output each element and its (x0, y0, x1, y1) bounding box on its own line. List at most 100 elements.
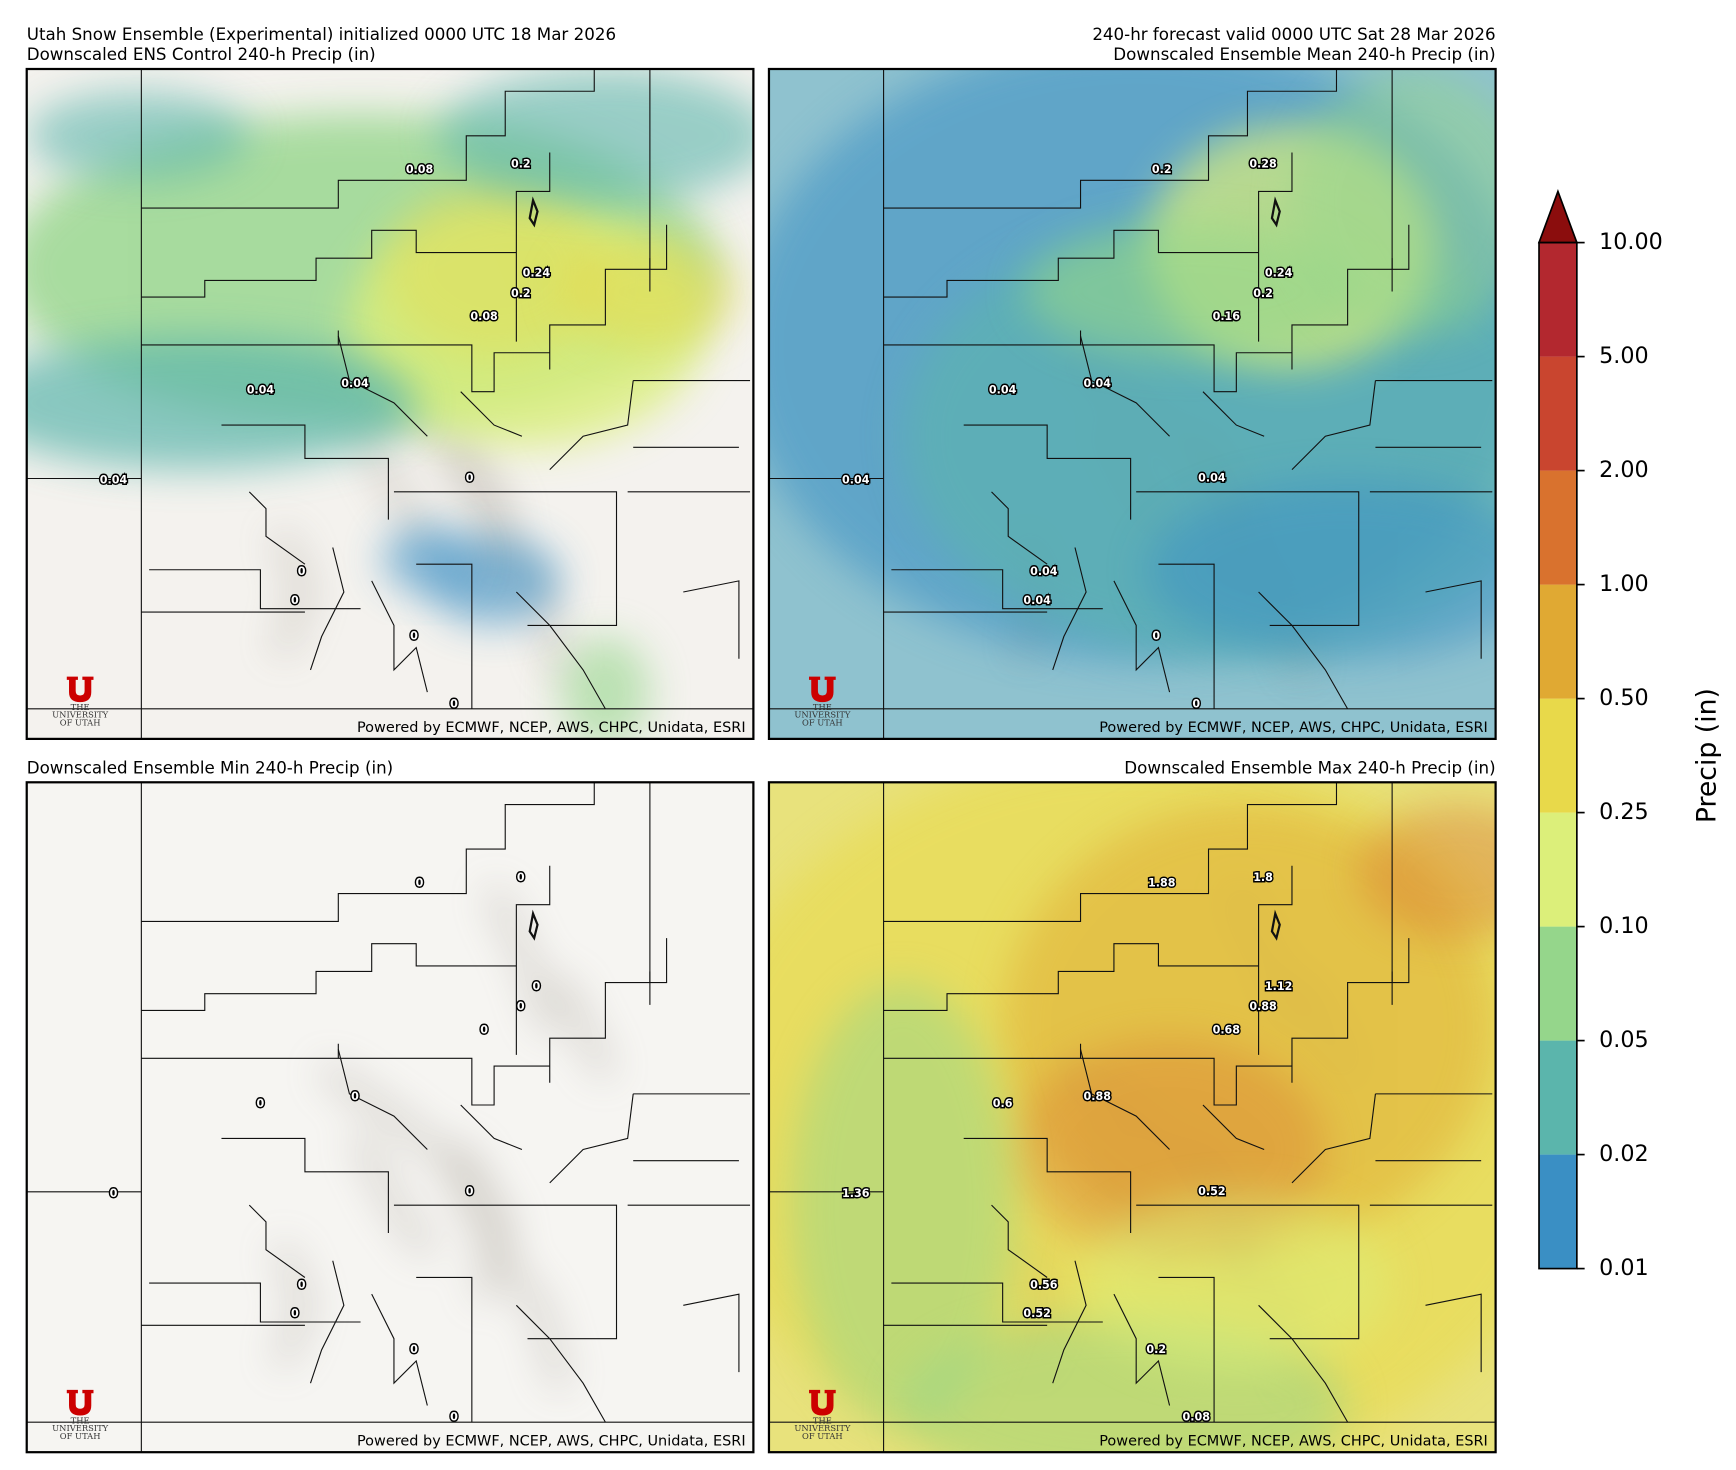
colorbar-band (1539, 470, 1577, 585)
colorbar-tick-label: 0.50 (1599, 685, 1649, 711)
logo-text: OF UTAH (802, 718, 843, 728)
colorbar-tick-label: 0.10 (1599, 913, 1649, 939)
station-label: 0 (533, 980, 541, 993)
station-label: 0.08 (470, 310, 498, 323)
logo-text: UNIVERSITY (794, 1423, 851, 1433)
station-label: 0.56 (1030, 1278, 1058, 1291)
station-label: 0.2 (1146, 1343, 1166, 1356)
station-label: 0.04 (341, 377, 369, 390)
colorbar-tick-label: 1.00 (1599, 571, 1649, 597)
precip-field (791, 982, 1014, 1428)
station-label: 0.04 (1198, 472, 1226, 485)
panel-frame (767, 781, 1497, 1454)
map-panel: 1.88 1.8 1.12 0.88 0.68 0.6 0.88 1.36 0.52 0.56 0.… (767, 781, 1497, 1454)
credit: Powered by ECMWF, NCEP, AWS, CHPC, Unida… (357, 720, 746, 736)
credit: Powered by ECMWF, NCEP, AWS, CHPC, Unida… (1099, 720, 1488, 736)
colorbar-tick-label: 0.01 (1599, 1255, 1649, 1281)
station-label: 0.04 (1023, 594, 1051, 607)
logo-text: THE (813, 702, 832, 712)
colorbar-tick-label: 2.00 (1599, 457, 1649, 483)
logo-u (66, 676, 94, 703)
panel-title: Downscaled Ensemble Max 240-h Precip (in… (1124, 758, 1495, 777)
logo-text: UNIVERSITY (794, 710, 851, 720)
logo-text: THE (71, 1415, 90, 1425)
station-label: 0.88 (1084, 1090, 1112, 1103)
station-label: 0.52 (1023, 1307, 1050, 1320)
map-panel: 0.08 0.2 0.24 0.2 0.08 0.04 0.04 0.04 0 0 0 0 0 Power… (25, 67, 755, 741)
station-label: 0 (466, 472, 474, 485)
station-label: 0 (517, 1000, 525, 1013)
station-label: 0 (450, 697, 458, 710)
station-label: 0 (351, 1090, 359, 1103)
station-label: 0 (466, 1185, 474, 1198)
station-label: 0.04 (989, 384, 1017, 397)
panel-frame (767, 67, 1497, 741)
logo-text: THE (813, 1415, 832, 1425)
station-label: 0 (257, 1097, 265, 1110)
precip-field (438, 69, 754, 203)
colorbar-extend (1537, 188, 1579, 244)
station-label: 0.04 (842, 474, 870, 487)
colorbar-band (1539, 242, 1577, 357)
precip-field (382, 180, 606, 359)
station-label: 0.24 (523, 267, 551, 280)
precip-field (1080, 1194, 1393, 1373)
station-label: 0.2 (511, 287, 531, 300)
station-label: 0.2 (1253, 287, 1273, 300)
station-label: 0 (291, 594, 299, 607)
figure-title-right: 240-hr forecast valid 0000 UTC Sat 28 Ma… (1092, 25, 1495, 44)
station-label: 0 (450, 1411, 458, 1424)
station-label: 0.2 (1152, 163, 1172, 176)
station-label: 0.2 (511, 158, 531, 171)
precip-field (26, 91, 250, 181)
station-label: 0 (291, 1307, 299, 1320)
station-label: 0.04 (1030, 565, 1058, 578)
colorbar-band (1539, 1040, 1577, 1155)
colorbar-frame (1538, 241, 1578, 1270)
colorbar-tick-label: 10.00 (1599, 229, 1663, 255)
station-label: 0.52 (1198, 1185, 1225, 1198)
panel-title: Downscaled ENS Control 240-h Precip (in) (27, 45, 376, 64)
precip-field (1147, 480, 1496, 659)
station-label: 0.04 (247, 384, 275, 397)
precip-field (26, 336, 417, 470)
station-label: 0 (480, 1023, 488, 1036)
station-label: 1.88 (1148, 877, 1176, 890)
colorbar-band (1539, 698, 1577, 813)
logo-text: UNIVERSITY (52, 710, 109, 720)
precip-field (560, 636, 650, 739)
logo-text: UNIVERSITY (52, 1423, 109, 1433)
station-label: 1.12 (1265, 980, 1292, 993)
logo-text: OF UTAH (60, 718, 101, 728)
figure-title: Utah Snow Ensemble (Experimental) initia… (27, 25, 616, 44)
logo-text: OF UTAH (802, 1431, 843, 1441)
station-label: 0.88 (1249, 1000, 1277, 1013)
logo-u (809, 1389, 836, 1416)
panel-frame (25, 781, 755, 1454)
station-label: 0.68 (1213, 1023, 1241, 1036)
colorbar-label: Precip (in) (1692, 688, 1723, 823)
station-label: 0 (1152, 630, 1160, 643)
precip-field (1292, 69, 1496, 337)
colorbar-band (1539, 926, 1577, 1041)
panel-frame (25, 67, 755, 741)
station-label: 0.28 (1249, 158, 1277, 171)
station-label: 0 (410, 1343, 418, 1356)
station-label: 0.04 (100, 474, 128, 487)
colorbar-band (1539, 356, 1577, 471)
map-panel: 0.2 0.28 0.24 0.2 0.16 0.04 0.04 0.04 0.04 0.04 0.… (767, 67, 1497, 741)
credit: Powered by ECMWF, NCEP, AWS, CHPC, Unida… (1099, 1434, 1488, 1450)
station-label: 0.04 (1084, 377, 1112, 390)
colorbar-band (1539, 1154, 1577, 1269)
colorbar-tick-label: 0.25 (1599, 799, 1649, 825)
station-label: 0 (1192, 697, 1200, 710)
logo-text: OF UTAH (60, 1431, 101, 1441)
station-label: 1.36 (842, 1187, 870, 1200)
colorbar-tick-label: 5.00 (1599, 343, 1649, 369)
logo-text: THE (71, 702, 90, 712)
colorbar-band (1539, 812, 1577, 927)
station-label: 0 (298, 565, 306, 578)
station-label: 0.24 (1265, 267, 1293, 280)
